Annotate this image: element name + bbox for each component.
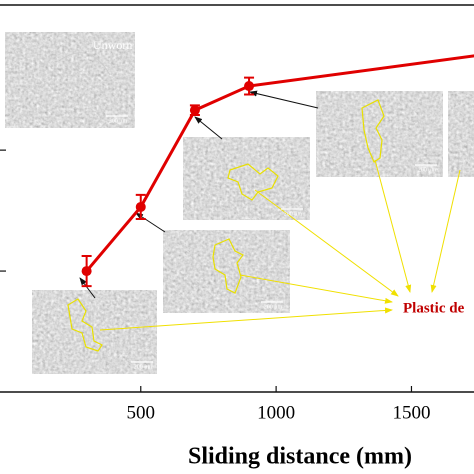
plot-area [81, 54, 474, 288]
annotation: Unworn [93, 38, 132, 52]
sem-image [32, 290, 157, 374]
data-point [189, 105, 200, 116]
scale-bar-label: 200 μm [134, 364, 153, 370]
x-tick-label: 1000 [257, 402, 295, 423]
data-point [135, 201, 146, 212]
annotation: Plastic de [403, 300, 465, 316]
sem-image [183, 137, 310, 220]
x-axis-label: Sliding distance (mm) [188, 444, 412, 470]
data-point [81, 266, 92, 277]
sem-image [163, 230, 290, 313]
x-tick-label: 500 [127, 402, 156, 423]
scale-bar-label: 200 μm [264, 304, 283, 310]
x-tick-label: 1500 [392, 402, 430, 423]
scale-bar-label: 200 μm [109, 118, 128, 124]
axes-frame [0, 4, 474, 393]
sem-image [448, 91, 474, 177]
data-point [244, 81, 255, 92]
sem-images [5, 32, 474, 374]
scale-bar-label: 200 μm [284, 211, 303, 217]
scale-bar-label: 200 μm [418, 167, 437, 173]
sem-image [5, 32, 135, 128]
